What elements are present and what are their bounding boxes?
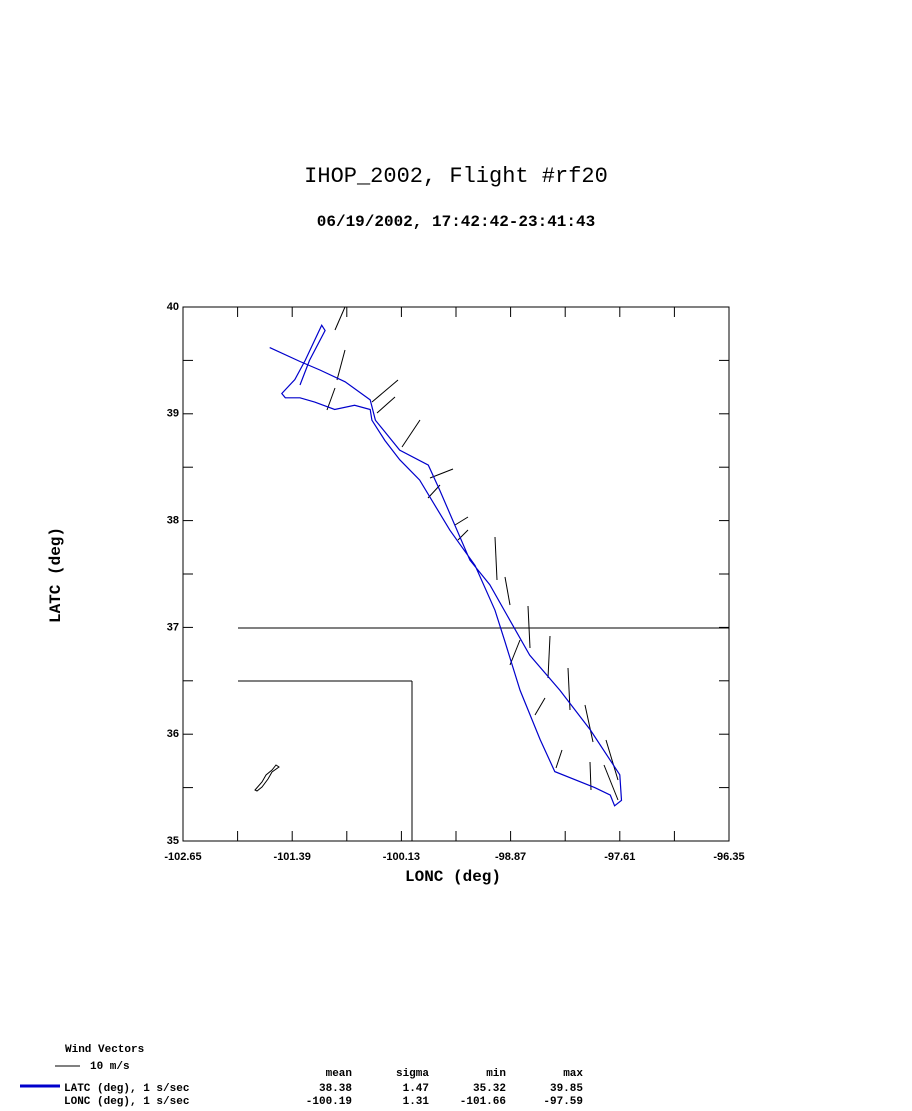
x-tick-label: -101.39 <box>274 851 311 863</box>
stats-row-name: LONC (deg), 1 s/sec <box>64 1096 189 1108</box>
plot-frame <box>182 306 730 842</box>
stats-column-header: min <box>486 1068 506 1080</box>
x-tick-label: -96.35 <box>713 851 744 863</box>
y-tick-label: 36 <box>167 728 179 740</box>
stats-value: 1.47 <box>403 1083 429 1095</box>
wind-legend-title: Wind Vectors <box>65 1044 144 1056</box>
x-tick-label: -100.13 <box>383 851 420 863</box>
y-tick-label: 35 <box>167 835 179 847</box>
stats-column-header: mean <box>326 1068 352 1080</box>
stats-value: 39.85 <box>550 1083 583 1095</box>
chart-title: IHOP_2002, Flight #rf20 <box>304 164 608 189</box>
state-borders <box>238 627 729 841</box>
y-tick-label: 40 <box>167 301 179 313</box>
stats-value: 38.38 <box>319 1083 352 1095</box>
stats-value: -97.59 <box>543 1096 583 1108</box>
stats-value: -100.19 <box>306 1096 352 1108</box>
stats-value: 1.31 <box>403 1096 430 1108</box>
x-tick-label: -97.61 <box>604 851 635 863</box>
x-tick-label: -98.87 <box>495 851 526 863</box>
stats-column-header: sigma <box>396 1068 429 1080</box>
y-tick-label: 39 <box>167 408 179 420</box>
stats-value: -101.66 <box>460 1096 506 1108</box>
x-axis-label: LONC (deg) <box>405 868 501 886</box>
wind-vectors <box>326 306 619 801</box>
stats-column-header: max <box>563 1068 583 1080</box>
y-tick-label: 37 <box>167 621 179 633</box>
y-tick-label: 38 <box>167 515 179 527</box>
chart-subtitle: 06/19/2002, 17:42:42-23:41:43 <box>317 213 595 231</box>
wind-legend-label: 10 m/s <box>90 1061 130 1073</box>
flight-track <box>269 323 623 807</box>
legend-label: LATC (deg), 1 s/sec <box>64 1083 189 1095</box>
y-axis-label: LATC (deg) <box>47 527 65 623</box>
x-tick-label: -102.65 <box>164 851 201 863</box>
stats-value: 35.32 <box>473 1083 506 1095</box>
